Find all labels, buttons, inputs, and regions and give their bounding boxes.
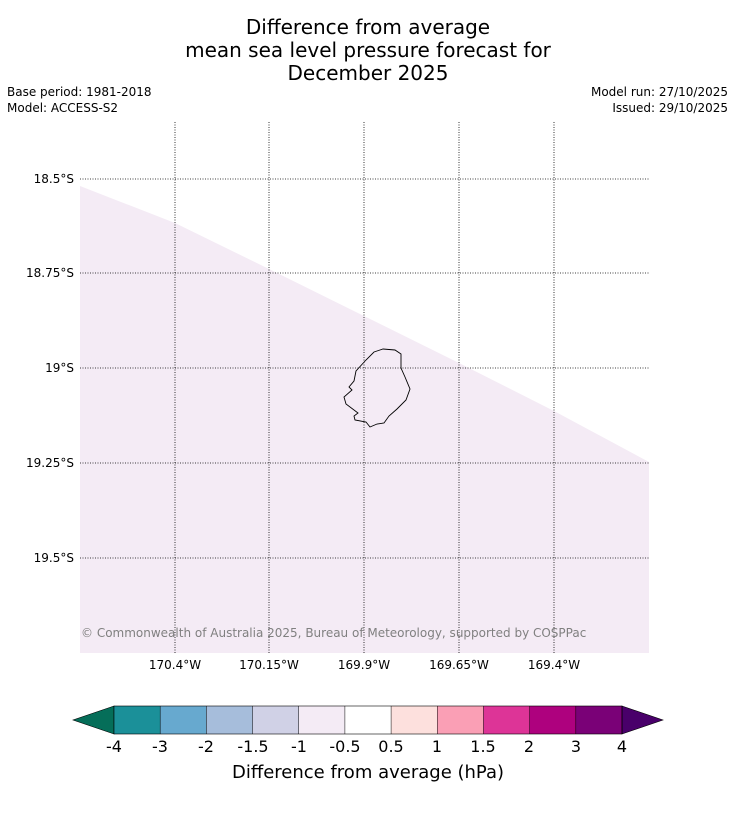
base-period: Base period: 1981-2018 (7, 85, 152, 99)
lat-labels: 18.5°S 18.75°S 19°S 19.25°S 19.5°S (26, 172, 74, 565)
colorbar-tick-label: 3 (571, 737, 581, 756)
map-title: Difference from average mean sea level p… (0, 16, 736, 85)
colorbar-bin (575, 706, 623, 734)
issued-date: Issued: 29/10/2025 (612, 101, 728, 115)
island-outline (343, 348, 411, 428)
colorbar-bin (252, 706, 300, 734)
meta-left: Base period: 1981-2018 Model: ACCESS-S2 (7, 84, 152, 116)
colorbar-bin (391, 706, 438, 734)
anomaly-region (80, 186, 649, 653)
title-line-2: mean sea level pressure forecast for (185, 38, 551, 62)
colorbar-bin (298, 706, 346, 734)
title-line-3: December 2025 (287, 61, 449, 85)
colorbar-tick-label: 2 (524, 737, 534, 756)
lon-labels: 170.4°W 170.15°W 169.9°W 169.65°W 169.4°… (149, 658, 580, 672)
lat-label: 19.25°S (26, 456, 74, 470)
colorbar-tick-label: 4 (617, 737, 627, 756)
colorbar: -4 -3 -2 -1.5 -1 -0.5 0.5 1 1.5 2 3 4 Di… (72, 705, 664, 783)
lon-label: 169.9°W (338, 658, 390, 672)
colorbar-tick-label: -0.5 (329, 737, 360, 756)
lat-label: 19°S (45, 361, 74, 375)
colorbar-outline (113, 705, 623, 735)
colorbar-under-arrow (72, 705, 115, 735)
colorbar-tick-label: -1 (291, 737, 307, 756)
colorbar-tick-label: -2 (198, 737, 214, 756)
lon-label: 169.65°W (429, 658, 489, 672)
lon-label: 169.4°W (528, 658, 580, 672)
colorbar-tick-label: 0.5 (378, 737, 403, 756)
copyright-notice: © Commonwealth of Australia 2025, Bureau… (81, 626, 586, 640)
colorbar-tick-label: -1.5 (237, 737, 268, 756)
meta-right: Model run: 27/10/2025 Issued: 29/10/2025 (591, 84, 728, 116)
model-run: Model run: 27/10/2025 (590, 85, 728, 99)
colorbar-tick-label: -3 (152, 737, 168, 756)
colorbar-tick-label: 1.5 (470, 737, 495, 756)
lat-label: 19.5°S (34, 551, 74, 565)
model-name: Model: ACCESS-S2 (7, 101, 119, 115)
lat-label: 18.75°S (26, 266, 74, 280)
lat-label: 18.5°S (34, 172, 74, 186)
lon-label: 170.4°W (149, 658, 201, 672)
title-line-1: Difference from average (245, 15, 491, 39)
colorbar-over-arrow (621, 705, 664, 735)
colorbar-bins (114, 706, 623, 734)
lon-label: 170.15°W (239, 658, 299, 672)
colorbar-bin (114, 706, 161, 734)
colorbar-bin (344, 706, 392, 734)
colorbar-tick-label: 1 (432, 737, 442, 756)
colorbar-bin (437, 706, 484, 734)
colorbar-tick-label: -4 (106, 737, 122, 756)
colorbar-tick-labels: -4 -3 -2 -1.5 -1 -0.5 0.5 1 1.5 2 3 4 (106, 737, 627, 756)
colorbar-title: Difference from average (hPa) (232, 762, 504, 783)
lon-gridlines (174, 122, 555, 653)
colorbar-bin (483, 706, 530, 734)
colorbar-bin (160, 706, 207, 734)
colorbar-bin (529, 706, 577, 734)
colorbar-bin (206, 706, 253, 734)
